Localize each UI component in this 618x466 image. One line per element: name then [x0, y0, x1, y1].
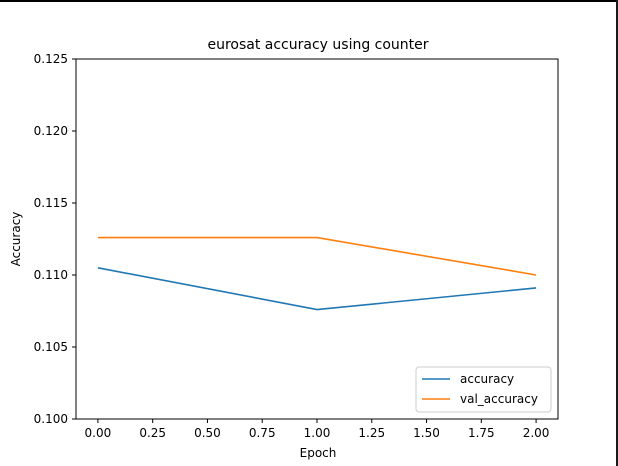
y-axis-label: Accuracy [9, 212, 23, 267]
x-tick-label: 1.75 [468, 426, 495, 440]
y-tick-label: 0.125 [34, 52, 68, 66]
series-line-val_accuracy [97, 236, 537, 276]
axes-frame [75, 58, 559, 420]
y-tick-label: 0.110 [34, 268, 68, 282]
x-tick-label: 0.75 [249, 426, 276, 440]
x-tick-label: 1.25 [358, 426, 385, 440]
chart-title: eurosat accuracy using counter [207, 37, 428, 53]
y-tick-label: 0.100 [34, 412, 68, 426]
legend-label-accuracy: accuracy [460, 372, 514, 386]
window-top-border [0, 0, 618, 2]
x-tick-label: 0.25 [139, 426, 166, 440]
x-axis-label: Epoch [300, 446, 337, 460]
legend: accuracy val_accuracy [415, 366, 552, 413]
y-tick-label: 0.105 [34, 340, 68, 354]
x-tick-label: 0.00 [85, 426, 112, 440]
x-tick-label: 1.50 [413, 426, 440, 440]
y-tick-label: 0.115 [34, 196, 68, 210]
x-tick-label: 2.00 [523, 426, 550, 440]
window-right-border [616, 0, 618, 466]
x-tick-label: 1.00 [304, 426, 331, 440]
legend-label-val_accuracy: val_accuracy [460, 392, 538, 406]
y-tick-label: 0.120 [34, 124, 68, 138]
series-line-accuracy [97, 267, 537, 311]
x-tick-label: 0.50 [194, 426, 221, 440]
plot-area: 0.00 0.25 0.50 0.75 1.00 1.25 1.50 1.75 2.00 0.10… [34, 52, 559, 440]
